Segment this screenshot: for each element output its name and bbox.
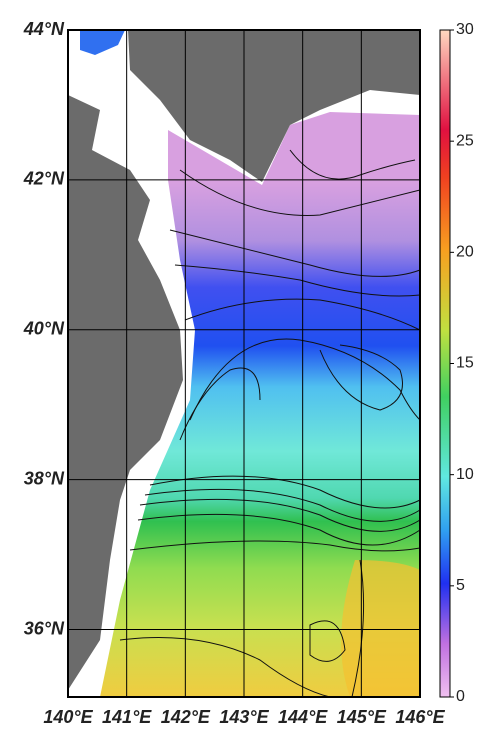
sea-patch	[80, 30, 125, 55]
lat-tick-label: 36°N	[24, 618, 65, 638]
colorbar-label: 20	[456, 244, 474, 261]
lon-tick-label: 142°E	[161, 707, 211, 727]
colorbar	[439, 29, 451, 698]
lon-tick-label: 140°E	[43, 707, 93, 727]
colorbar-label: 5	[456, 577, 465, 594]
colorbar-label: 15	[456, 355, 474, 372]
sea-field	[100, 112, 420, 697]
land	[128, 30, 420, 182]
warm-patch	[341, 560, 420, 697]
lat-tick-label: 44°N	[23, 19, 65, 39]
colorbar-label: 0	[456, 688, 465, 705]
lat-tick-label: 42°N	[23, 169, 65, 189]
lon-tick-label: 146°E	[395, 707, 445, 727]
lon-tick-label: 141°E	[102, 707, 152, 727]
land	[68, 95, 183, 690]
lat-tick-label: 38°N	[24, 468, 65, 488]
lon-tick-label: 144°E	[278, 707, 328, 727]
lon-tick-label: 143°E	[219, 707, 269, 727]
lon-tick-label: 145°E	[337, 707, 387, 727]
colorbar-label: 30	[456, 21, 474, 38]
colorbar-label: 25	[456, 132, 474, 149]
map-frame	[67, 29, 421, 698]
contours	[119, 149, 421, 698]
lat-tick-label: 40°N	[23, 319, 65, 339]
colorbar-label: 10	[456, 466, 474, 483]
